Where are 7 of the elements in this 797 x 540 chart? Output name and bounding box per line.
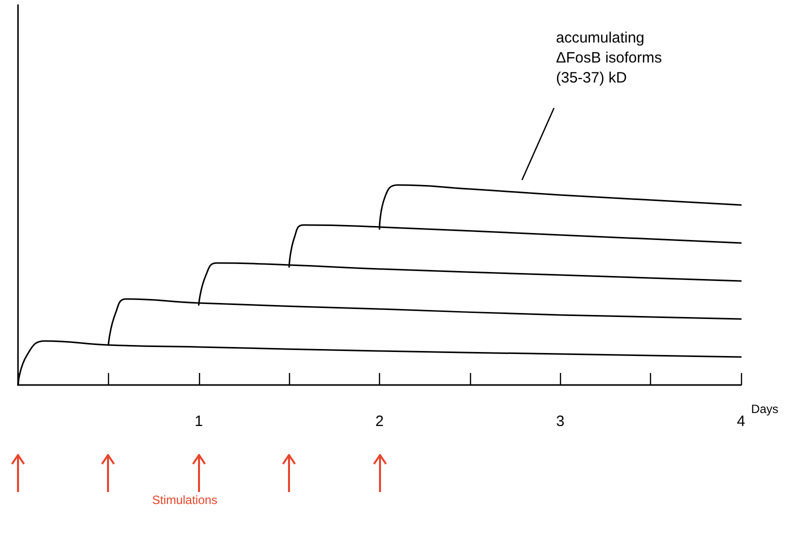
x-tick-label: 2 [375,413,384,430]
x-tick-label: 3 [556,413,564,430]
x-tick-label: 1 [194,413,203,430]
x-tick-label: 4 [736,413,746,430]
text: Stimulations [152,493,218,507]
x-axis-title: Days [751,402,778,416]
text: accumulating ΔFosB isoforms (35-37) kD [556,30,662,86]
